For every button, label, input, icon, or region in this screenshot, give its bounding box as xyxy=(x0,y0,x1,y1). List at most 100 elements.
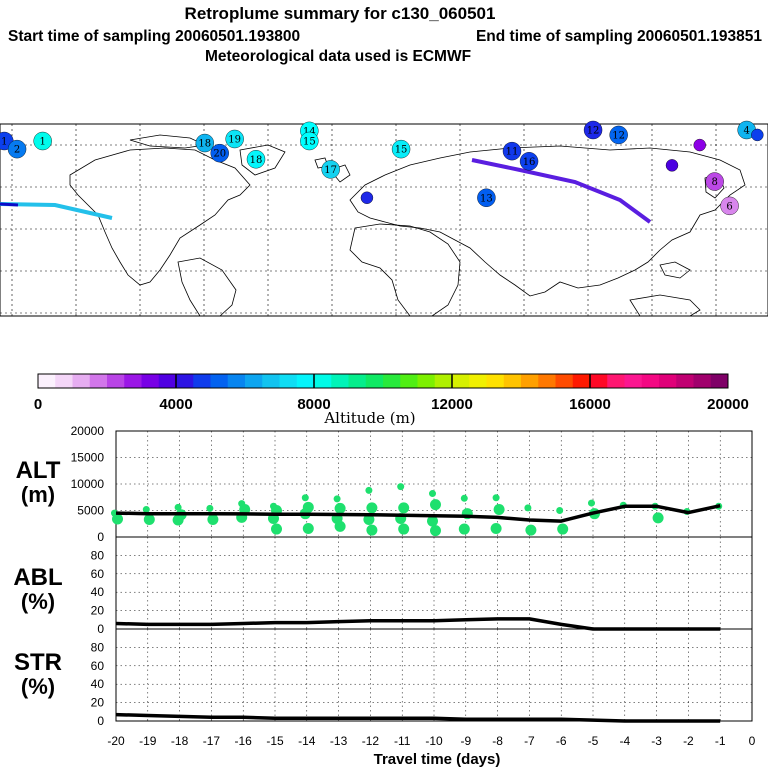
map-cluster-markers: 12118201918141517151311161212864 xyxy=(0,120,764,216)
colorbar-tick-label: 0 xyxy=(34,396,42,413)
colorbar-cell xyxy=(710,374,729,388)
alt-cluster-point xyxy=(525,524,537,536)
alt-cluster-point xyxy=(652,512,664,524)
alt-cluster-point xyxy=(397,483,405,491)
alt-cluster-point xyxy=(427,515,438,527)
map-cluster-label: 20 xyxy=(213,149,226,160)
trajectory-line-origin xyxy=(0,202,19,207)
alt-cluster-point xyxy=(112,513,123,525)
colorbar-cell xyxy=(158,374,177,388)
abl-series-line xyxy=(115,617,721,631)
map-cluster-label: 1 xyxy=(1,137,7,148)
abl-y-tick-label: 80 xyxy=(91,548,105,562)
map-cluster-dot xyxy=(693,138,706,152)
colorbar-cell xyxy=(262,374,280,388)
colorbar-cell xyxy=(400,374,418,388)
colorbar-cell xyxy=(227,374,246,388)
map-cluster-label: 12 xyxy=(612,130,625,141)
map-cluster-dot xyxy=(210,143,229,163)
colorbar-cell xyxy=(38,374,56,388)
trajectory-line-pacific xyxy=(0,202,113,220)
x-tick-label: -18 xyxy=(171,734,189,748)
map-cluster-label: 1 xyxy=(39,137,45,148)
map-cluster-label: 6 xyxy=(726,201,732,212)
colorbar-cell xyxy=(107,374,125,388)
str-y-tick-label: 80 xyxy=(91,640,105,654)
alt-cluster-point xyxy=(556,507,564,514)
colorbar-cell xyxy=(590,374,608,388)
str-y-tick-label: 40 xyxy=(91,677,105,691)
abl-y-tick-label: 40 xyxy=(91,585,105,599)
map-cluster-label: 13 xyxy=(480,193,493,204)
alt-cluster-point xyxy=(490,523,502,535)
map-cluster-dot xyxy=(360,191,374,204)
alt-cluster-points xyxy=(111,483,723,537)
colorbar-cell xyxy=(296,374,315,388)
map-cluster-label: 12 xyxy=(587,126,600,137)
colorbar-cell xyxy=(314,374,332,388)
x-tick-label: -5 xyxy=(588,734,599,748)
abl-y-tick-label: 20 xyxy=(91,604,105,618)
colorbar-tick-label: 4000 xyxy=(159,396,192,413)
alt-cluster-point xyxy=(271,523,282,535)
map-cluster-dot xyxy=(7,139,27,159)
map-cluster-label: 15 xyxy=(395,145,408,156)
x-tick-label: -19 xyxy=(139,734,157,748)
colorbar-ticks: 0 4000 8000 12000 16000 20000 xyxy=(34,374,749,413)
alt-cluster-point xyxy=(557,523,569,535)
abl-y-tick-label: 0 xyxy=(97,622,104,636)
alt-cluster-point xyxy=(429,490,436,498)
map-cluster-dot xyxy=(195,133,215,153)
alt-y-tick-label: 10000 xyxy=(71,477,105,491)
x-tick-label: -15 xyxy=(266,734,284,748)
map-cluster-dot xyxy=(502,141,522,161)
map-cluster-label: 17 xyxy=(324,165,337,176)
x-tick-label: -1 xyxy=(715,734,726,748)
alt-cluster-point xyxy=(430,525,441,537)
x-tick-label: -20 xyxy=(107,734,125,748)
panels: 0 5000 10000 15000 20000 0 20 40 60 80 0 20 40 60 80 -… xyxy=(13,424,755,768)
colorbar-cell xyxy=(141,374,160,388)
colorbar-tick-label: 16000 xyxy=(569,396,611,413)
x-tick-label: -8 xyxy=(492,734,503,748)
alt-y-tick-label: 0 xyxy=(97,530,104,544)
colorbar-cell xyxy=(193,374,211,388)
colorbar-tick-label: 12000 xyxy=(431,396,473,413)
alt-cluster-point xyxy=(458,523,470,535)
map-cluster-label: 8 xyxy=(711,177,717,188)
str-panel-unit: (%) xyxy=(21,674,55,699)
series-lines xyxy=(115,503,721,723)
str-y-tick-label: 0 xyxy=(97,714,104,728)
alt-cluster-point xyxy=(366,524,378,536)
colorbar-cell xyxy=(331,374,349,388)
str-series-line xyxy=(115,712,721,723)
map-cluster-label: 15 xyxy=(303,137,316,148)
alt-cluster-point xyxy=(588,499,595,507)
x-tick-label: -9 xyxy=(460,734,471,748)
colorbar-cell xyxy=(503,374,522,388)
x-tick-labels: -20 -19 -18 -17 -16 -15 -14 -13 -12 -11 -10 -9 -8 -7-… xyxy=(107,734,755,748)
x-tick-label: -11 xyxy=(394,734,411,748)
alt-cluster-point xyxy=(492,494,500,502)
alt-cluster-point xyxy=(207,514,219,526)
colorbar-cells xyxy=(38,374,729,388)
alt-cluster-point xyxy=(334,520,346,532)
x-tick-label: 0 xyxy=(749,734,756,748)
map-cluster-dot xyxy=(705,172,724,191)
colorbar-cell xyxy=(607,374,625,388)
alt-cluster-point xyxy=(398,502,410,514)
alt-cluster-point xyxy=(460,494,468,502)
trajectory-lines xyxy=(0,158,652,224)
colorbar-cell xyxy=(72,374,91,388)
colorbar-cell xyxy=(348,374,367,388)
map-cluster-dot xyxy=(391,139,411,159)
map-cluster-label: 16 xyxy=(523,157,536,168)
colorbar-cell xyxy=(521,374,539,388)
alt-cluster-point xyxy=(333,495,341,503)
abl-panel-unit: (%) xyxy=(21,589,55,614)
colorbar-cell xyxy=(176,374,194,388)
alt-cluster-point xyxy=(172,514,184,526)
alt-cluster-point xyxy=(524,504,532,512)
sampling-start: Start time of sampling 20060501.193800 xyxy=(8,28,300,45)
alt-cluster-point xyxy=(206,504,214,512)
